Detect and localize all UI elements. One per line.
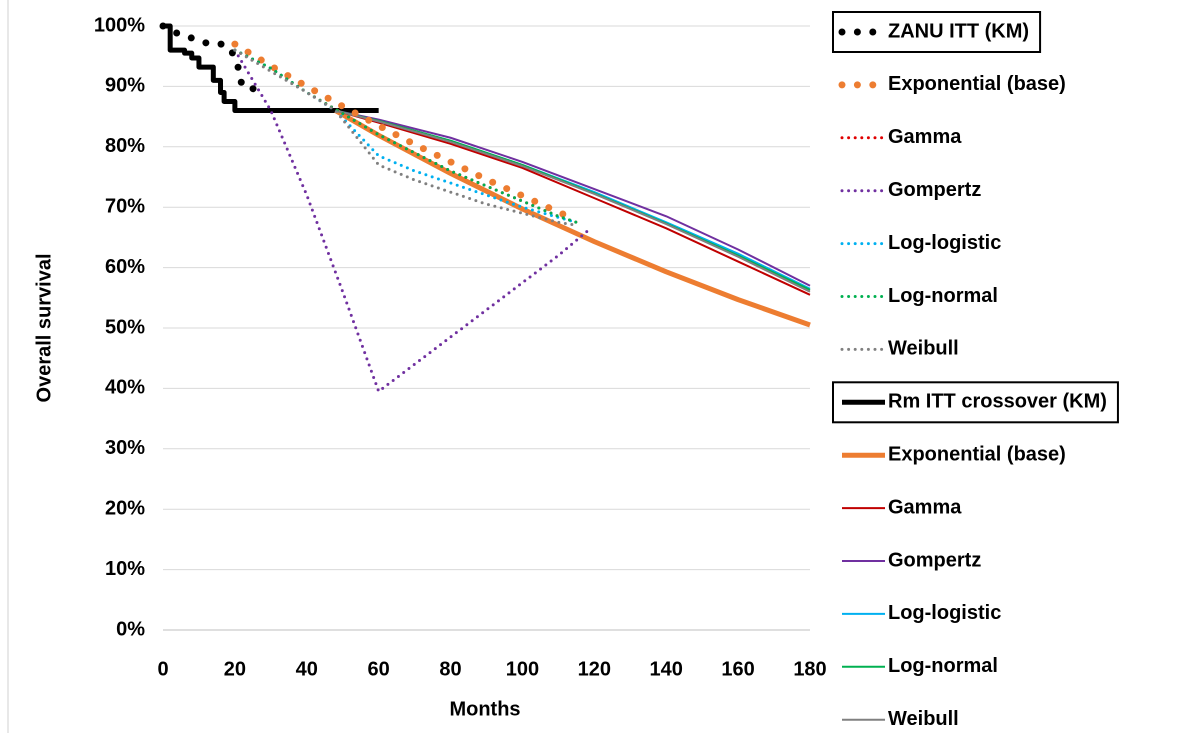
series-line	[335, 109, 811, 291]
legend-label: Weibull	[888, 338, 959, 360]
series-line	[159, 22, 260, 93]
y-tick-label: 100%	[94, 14, 145, 36]
series-line	[163, 23, 379, 114]
legend-label: ZANU ITT (KM)	[888, 20, 1029, 42]
legend-box	[832, 11, 1042, 53]
legend-label: Exponential (base)	[888, 73, 1066, 95]
series-line	[233, 48, 578, 224]
series-line	[335, 109, 811, 293]
x-tick-label: 60	[368, 658, 390, 680]
series-line	[231, 40, 580, 224]
legend-box	[832, 381, 1119, 424]
legend-label: Weibull	[888, 708, 959, 730]
legend-label: Log-normal	[888, 655, 998, 677]
legend-label: Log-logistic	[888, 602, 1001, 624]
y-tick-label: 0%	[116, 618, 145, 640]
y-tick-label: 90%	[105, 75, 145, 97]
y-tick-label: 10%	[105, 558, 145, 580]
legend-label: Gompertz	[888, 549, 981, 571]
x-tick-label: 160	[721, 658, 754, 680]
legend-label: Log-normal	[888, 285, 998, 307]
x-tick-label: 180	[793, 658, 826, 680]
y-tick-label: 20%	[105, 497, 145, 519]
y-tick-label: 50%	[105, 316, 145, 338]
x-tick-label: 20	[224, 658, 246, 680]
x-tick-label: 140	[650, 658, 683, 680]
y-tick-label: 30%	[105, 437, 145, 459]
x-tick-label: 100	[506, 658, 539, 680]
y-tick-label: 70%	[105, 195, 145, 217]
y-tick-label: 80%	[105, 135, 145, 157]
y-tick-label: 60%	[105, 256, 145, 278]
series-line	[334, 108, 811, 328]
legend-label: Gompertz	[888, 179, 981, 201]
series-line	[335, 109, 811, 287]
x-tick-label: 120	[578, 658, 611, 680]
legend-label: Log-logistic	[888, 232, 1001, 254]
x-tick-label: 0	[157, 658, 168, 680]
y-axis-label: Overall survival	[33, 254, 55, 403]
x-axis-label: Months	[449, 698, 520, 720]
series-line	[233, 48, 578, 227]
y-tick-label: 40%	[105, 377, 145, 399]
series-line	[335, 109, 811, 296]
legend-label: Exponential (base)	[888, 443, 1066, 465]
x-tick-label: 40	[296, 658, 318, 680]
legend-label: Gamma	[888, 496, 962, 518]
legend-label: Rm ITT crossover (KM)	[888, 391, 1107, 413]
x-tick-label: 80	[439, 658, 461, 680]
legend-label: Gamma	[888, 126, 962, 148]
series-line	[233, 48, 589, 394]
